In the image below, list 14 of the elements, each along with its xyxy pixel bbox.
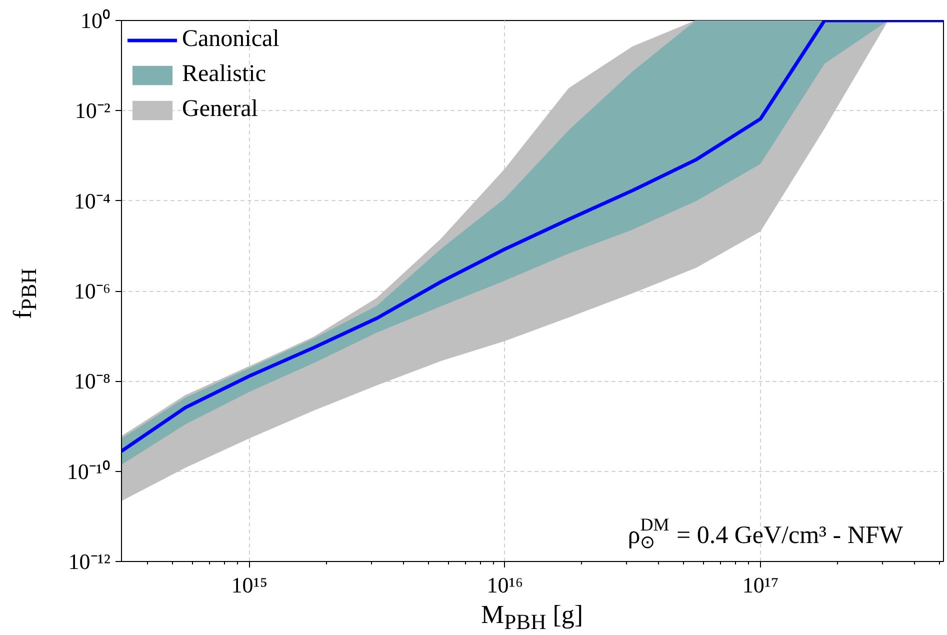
x-axis-title: M$_{PBH}$ [g] bbox=[480, 600, 584, 635]
legend-label: Realistic bbox=[182, 61, 266, 88]
legend-label: Canonical bbox=[182, 26, 280, 53]
x-tick-label: 10¹⁵ bbox=[231, 572, 268, 598]
y-tick-label: 10⁰ bbox=[80, 8, 110, 33]
y-tick-label: 10⁻⁶ bbox=[74, 278, 110, 304]
x-tick-label: 10¹⁶ bbox=[486, 572, 524, 598]
y-tick-label: 10⁻¹² bbox=[68, 549, 111, 574]
legend-label: General bbox=[182, 96, 258, 123]
y-tick-label: 10⁻² bbox=[74, 98, 111, 124]
y-tick-label: 10⁻¹⁰ bbox=[66, 458, 111, 484]
y-tick-label: 10⁻⁸ bbox=[74, 368, 110, 394]
x-tick-label: 10¹⁷ bbox=[742, 572, 779, 598]
y-tick-label: 10⁻⁴ bbox=[74, 188, 111, 214]
